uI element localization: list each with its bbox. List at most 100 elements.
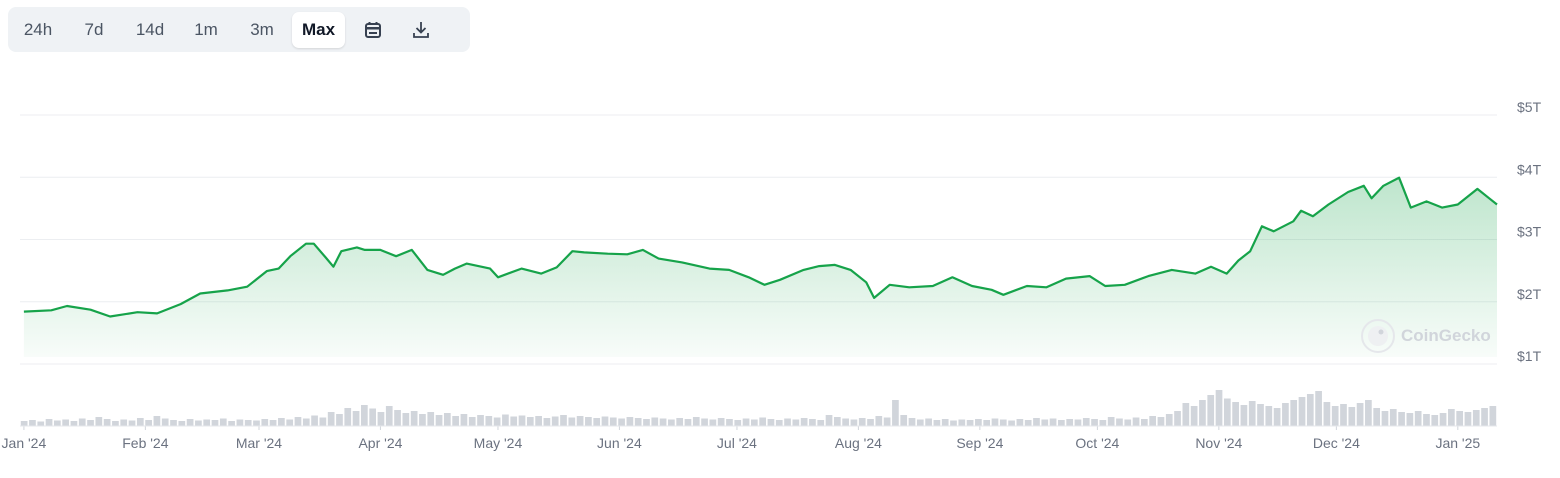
time-range-selector: 24h 7d 14d 1m 3m Max [8,7,470,52]
volume-bar [842,418,849,426]
volume-bar [161,418,169,426]
volume-bar [369,408,377,426]
volume-bar [145,420,152,426]
volume-bar [78,418,86,426]
volume-bar [576,416,584,426]
download-button[interactable] [397,12,445,48]
volume-bar [950,420,957,426]
volume-bar [53,420,61,426]
volume-bar [701,418,708,426]
volume-bar [1448,409,1455,426]
volume-bar [518,415,526,426]
volume-bar [236,419,244,426]
range-7d-button[interactable]: 7d [84,19,104,39]
volume-bar [543,418,551,426]
volume-bar [1331,406,1339,426]
volume-bar [1406,413,1414,426]
volume-bar [120,419,128,426]
volume-bar [651,417,659,426]
volume-bar [941,419,949,426]
volume-bar [153,416,161,426]
volume-bar [676,418,684,426]
volume-bar [1091,419,1098,426]
volume-bar [344,408,352,426]
volume-bar [958,419,966,426]
volume-bar [311,415,318,426]
volume-bar [29,420,36,426]
volume-bar [319,417,327,426]
calendar-button[interactable] [349,12,397,48]
volume-bar [850,419,858,426]
volume-bar [1273,408,1281,426]
volume-bar [668,419,675,426]
y-axis-ticks: $1T $2T $3T $4T $5T [1517,99,1542,364]
volume-bar [975,419,982,426]
volume-bar [20,421,28,426]
x-tick-label: Oct '24 [1075,435,1119,451]
volume-bar [792,419,800,426]
volume-bar [1033,418,1040,426]
volume-bar [1365,400,1372,426]
volume-bar [585,417,592,426]
range-max-button[interactable]: Max [292,11,346,48]
x-tick-label: Jun '24 [597,435,642,451]
x-tick-label: Apr '24 [358,435,402,451]
x-tick-label: Jan '25 [1435,435,1480,451]
volume-bar [402,413,410,426]
volume-bar [37,421,45,426]
volume-bar [195,420,202,426]
volume-bar [568,417,576,426]
volume-bar [228,421,235,426]
volume-bar [1398,412,1405,426]
market-cap-area [23,177,1497,357]
volume-bar [103,419,111,426]
volume-bar [186,419,194,426]
range-24h-button[interactable]: 24h [23,19,53,39]
volume-bar [1182,403,1190,426]
volume-bar [916,419,924,426]
volume-bar [1149,416,1156,426]
volume-bar [1116,418,1123,426]
range-14d-button[interactable]: 14d [135,19,165,39]
volume-bar [1099,420,1107,426]
volume-bar [1132,417,1140,426]
volume-bar [535,416,542,426]
volume-bar [759,417,766,426]
volume-bar [286,419,294,426]
volume-bar [211,420,219,426]
volume-bar [1381,411,1389,426]
volume-bar [1066,419,1074,426]
volume-bar [609,417,617,426]
calendar-icon [365,21,382,38]
volume-bar [1472,410,1480,426]
volume-bar [1199,400,1206,426]
volume-bar [1489,406,1497,426]
volume-bar [867,419,874,426]
x-tick-label: Dec '24 [1313,435,1360,451]
volume-bar [278,418,285,426]
volume-bar [1431,415,1439,426]
volume-bar [833,417,841,426]
volume-bar [933,420,941,426]
volume-bar [45,419,53,426]
volume-bar [302,418,310,426]
volume-bar [352,411,360,426]
volume-bar [659,418,667,426]
volume-bar [908,418,916,426]
range-1m-button[interactable]: 1m [194,19,218,39]
volume-bar [419,414,426,426]
volume-bar [1140,419,1148,426]
volume-bar [991,418,999,426]
volume-bar [999,419,1007,426]
volume-bar [551,416,559,426]
coingecko-logo-icon [1361,319,1395,353]
volume-bar [327,412,335,426]
volume-bar [1298,397,1306,426]
volume-bar [1373,408,1381,426]
area-fill [23,177,1497,357]
volume-bar [800,418,808,426]
volume-bar [966,420,974,426]
volume-bar [485,416,493,426]
range-3m-button[interactable]: 3m [250,19,274,39]
